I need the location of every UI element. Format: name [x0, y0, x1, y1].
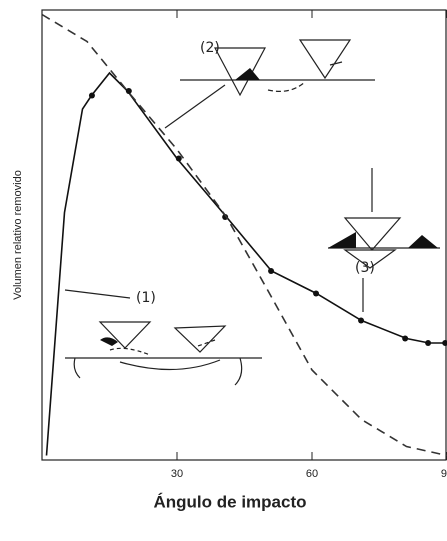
point: [176, 156, 182, 162]
annotation: (1): [136, 290, 156, 306]
x-tick-label: 60: [306, 468, 318, 480]
point: [402, 336, 408, 342]
x-axis-label: Ángulo de impacto: [154, 492, 307, 511]
point: [425, 340, 431, 346]
annotation: (3): [355, 260, 375, 276]
sketches: [65, 40, 440, 385]
line: [47, 73, 447, 456]
point: [126, 88, 132, 94]
point: [442, 340, 447, 346]
chart: Volumen relativo removido Ángulo de impa…: [0, 0, 447, 541]
point: [89, 93, 95, 99]
x-tick-label: 90: [441, 468, 447, 480]
x-tick-label: 30: [171, 468, 183, 480]
y-axis-label: Volumen relativo removido: [12, 170, 24, 300]
point: [313, 291, 319, 297]
point: [358, 318, 364, 324]
point: [268, 268, 274, 274]
